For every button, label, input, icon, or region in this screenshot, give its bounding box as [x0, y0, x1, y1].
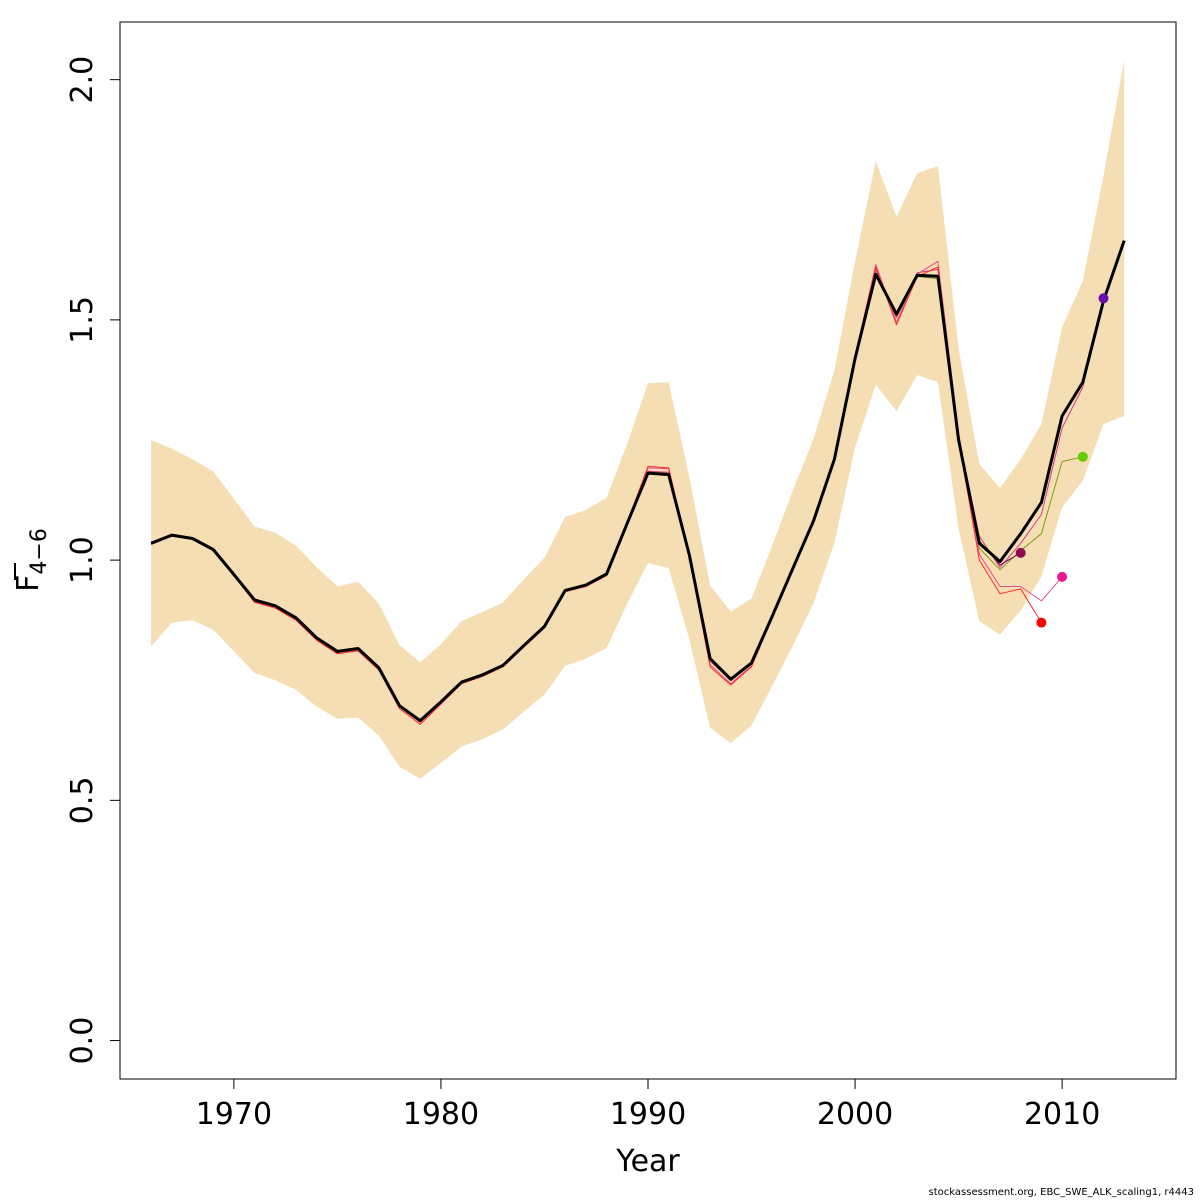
y-tick-label: 0.0	[65, 1017, 100, 1065]
x-tick-label: 1970	[196, 1097, 272, 1132]
confidence-band	[151, 60, 1125, 779]
x-axis: 1970 1980 1990 2000 2010	[196, 1078, 1100, 1132]
endpoint-4	[1077, 451, 1088, 462]
endpoint-1	[1015, 547, 1026, 558]
endpoint-5	[1098, 293, 1109, 304]
y-axis-title: F4−6	[11, 528, 52, 592]
endpoint-2	[1036, 617, 1047, 628]
x-tick-label: 2010	[1024, 1097, 1100, 1132]
confidence-band-layer	[151, 60, 1125, 779]
x-axis-title: Year	[615, 1144, 680, 1179]
endpoint-3	[1057, 571, 1068, 582]
svg-text:F4−6: F4−6	[11, 528, 52, 592]
x-tick-label: 1990	[610, 1097, 686, 1132]
x-tick-label: 2000	[817, 1097, 893, 1132]
points-layer	[1015, 293, 1109, 628]
y-axis-title-main: F	[11, 575, 46, 592]
series-line-1	[150, 240, 1126, 723]
y-axis-title-subscript: 4−6	[27, 528, 52, 574]
y-tick-label: 2.0	[65, 56, 100, 104]
source-credit: stockassessment.org, EBC_SWE_ALK_scaling…	[928, 1187, 1194, 1198]
x-tick-label: 1980	[403, 1097, 479, 1132]
series-layer	[150, 240, 1126, 725]
y-axis: 0.0 0.5 1.0 1.5 2.0	[65, 56, 121, 1065]
y-tick-label: 1.0	[65, 536, 100, 584]
y-tick-label: 0.5	[65, 776, 100, 824]
y-tick-label: 1.5	[65, 296, 100, 344]
